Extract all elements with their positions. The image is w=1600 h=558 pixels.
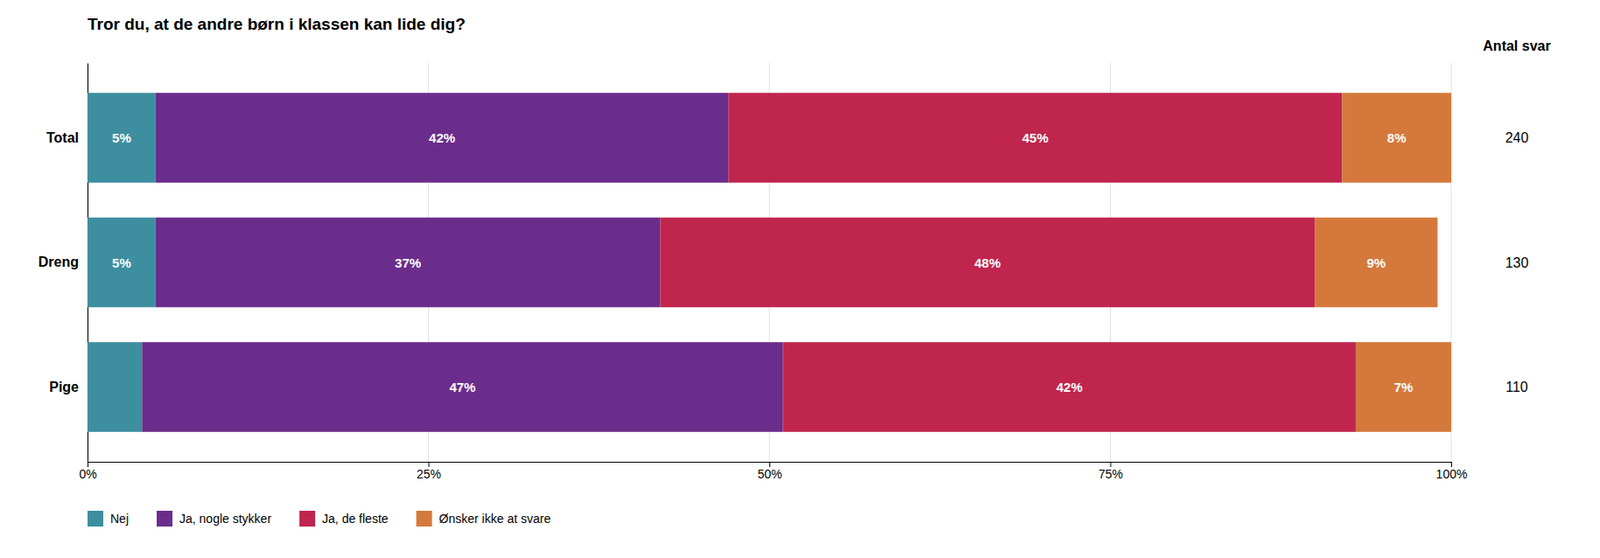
x-tick: 50%	[757, 462, 782, 482]
data-label: 48%	[974, 255, 1001, 271]
title: Tror du, at de andre børn i klassen kan …	[87, 14, 466, 34]
legend-item: Nej	[87, 511, 129, 527]
chart: 0% 25% 50% 75% 100% Total Dreng Pige 5% 5% 42% 37% 4…	[0, 0, 1600, 558]
x-tick: 100%	[1436, 462, 1468, 482]
y-tick-label: Pige	[49, 379, 79, 395]
bars	[87, 92, 1452, 433]
legend-item: Ja, de fleste	[299, 511, 389, 527]
bar	[155, 92, 729, 183]
bar	[87, 92, 156, 183]
data-label: 42%	[428, 130, 456, 146]
data-label: 37%	[394, 255, 422, 271]
bar	[87, 217, 156, 309]
legend-swatch	[87, 511, 104, 527]
x-tick-label: 25%	[416, 467, 442, 482]
x-tick-label: 100%	[1436, 467, 1468, 482]
bar	[1341, 92, 1452, 183]
counts: 240 130 110	[1505, 130, 1530, 395]
data-label: 42%	[1056, 379, 1083, 395]
x-tick-label: 0%	[78, 467, 97, 482]
data-label: 7%	[1394, 379, 1414, 395]
y-axis: Total Dreng Pige	[38, 63, 89, 464]
data-label: 47%	[449, 379, 476, 395]
count-value: 110	[1505, 379, 1529, 395]
y-tick: Total	[46, 130, 88, 146]
x-tick-label: 50%	[757, 467, 782, 482]
count-title: Antal svar	[1482, 38, 1551, 54]
x-tick-label: 75%	[1098, 467, 1123, 482]
data-label: 8%	[1387, 130, 1407, 146]
count-value: 240	[1505, 130, 1530, 146]
data-labels: 5% 5% 42% 37% 47% 45% 48% 42% 8% 9% 7%	[112, 130, 1413, 395]
x-tick: 25%	[416, 462, 442, 482]
legend-item: Ønsker ikke at svare	[416, 511, 552, 527]
bar	[1314, 217, 1438, 309]
x-tick: 0%	[78, 462, 97, 482]
legend-label: Ja, nogle stykker	[179, 512, 272, 527]
bar	[659, 217, 1315, 309]
data-label: 45%	[1022, 130, 1049, 146]
bar-series	[659, 92, 1356, 433]
bar	[87, 342, 142, 433]
y-tick: Pige	[49, 379, 88, 395]
y-tick-label: Dreng	[38, 254, 79, 270]
bar	[141, 342, 783, 433]
data-label: 9%	[1366, 255, 1386, 271]
bar-series	[1314, 92, 1452, 433]
bar	[155, 217, 660, 309]
legend-swatch	[299, 511, 316, 527]
x-axis: 0% 25% 50% 75% 100%	[78, 462, 1467, 482]
bar	[783, 342, 1356, 433]
y-tick-label: Total	[46, 130, 79, 146]
legend-swatch	[156, 511, 173, 527]
data-label: 5%	[112, 130, 132, 146]
legend-label: Nej	[110, 512, 129, 527]
grid	[87, 63, 1452, 463]
y-tick: Dreng	[38, 254, 88, 270]
legend-swatch	[416, 511, 433, 527]
bar	[1355, 342, 1452, 433]
plot: 0% 25% 50% 75% 100% Total Dreng Pige 5% 5% 42% 37% 4…	[38, 38, 1551, 482]
legend-label: Ja, de fleste	[322, 512, 389, 527]
legend: Nej Ja, nogle stykker Ja, de fleste Ønsker …	[87, 511, 551, 527]
data-label: 5%	[112, 255, 132, 271]
legend-label: Ønsker ikke at svare	[439, 512, 552, 527]
x-tick: 75%	[1098, 462, 1123, 482]
count-value: 130	[1505, 255, 1530, 271]
bar	[728, 92, 1342, 183]
legend-item: Ja, nogle stykker	[156, 511, 272, 527]
